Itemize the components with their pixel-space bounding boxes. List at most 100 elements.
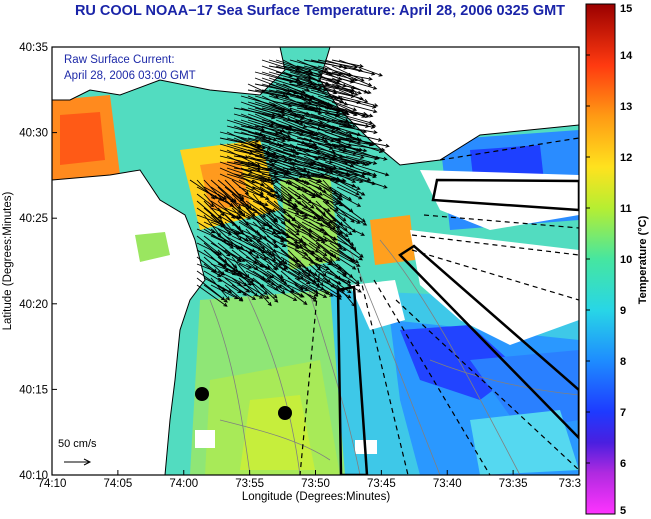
x-axis-title: Longitude (Degrees:Minutes) [242, 491, 390, 503]
current-vector-arrow [294, 228, 326, 244]
land-north [52, 47, 285, 100]
current-vector-arrow [259, 284, 279, 303]
map-title: RU COOL NOAA−17 Sea Surface Temperature:… [74, 3, 566, 19]
y-tick-label: 40:30 [19, 128, 48, 140]
current-vector-arrow [266, 284, 298, 301]
sst-patch-red-nw [60, 112, 105, 165]
current-vector-arrow [196, 235, 223, 256]
y-tick-label: 40:20 [19, 299, 48, 311]
current-vector-arrow [196, 179, 216, 200]
colorbar-tick-label: 9 [620, 305, 626, 317]
current-vector-arrow [338, 137, 384, 153]
current-vector-arrow [259, 207, 278, 222]
y-tick-label: 40:10 [19, 470, 48, 482]
current-vector-arrow [331, 71, 373, 81]
current-vector-arrow [280, 242, 309, 256]
current-vector-arrow [252, 284, 272, 307]
current-vector-arrow [259, 256, 279, 270]
colorbar-tick-label: 14 [620, 50, 633, 62]
current-vector-arrow [338, 167, 372, 181]
current-vector-arrow [203, 228, 234, 249]
current-vector-arrow [259, 235, 278, 248]
colorbar-tick-label: 11 [620, 203, 632, 215]
current-vector-arrow [329, 249, 361, 267]
current-vector-arrow [329, 179, 360, 196]
current-vector-arrow [280, 284, 308, 305]
current-vector-arrow [196, 284, 228, 307]
current-vector-arrow [338, 119, 376, 129]
current-note-line2: April 28, 2006 03:00 GMT [64, 70, 196, 82]
current-vector-arrow [345, 173, 388, 189]
current-vector-arrow [245, 242, 276, 257]
y-axis-ticks: 40:35 40:30 40:25 40:20 40:15 40:10 [19, 42, 57, 482]
x-tick-label: 73:50 [301, 478, 330, 490]
current-vector-arrow [329, 263, 348, 275]
y-tick-label: 40:35 [19, 42, 48, 54]
current-vector-arrow [224, 200, 244, 215]
current-vector-arrow [231, 242, 260, 259]
bathymetry-contours [209, 239, 579, 475]
colorbar-ticks: 15 14 13 12 11 10 9 8 7 6 5 [586, 3, 633, 517]
current-vector-arrow [338, 77, 378, 90]
current-vector-arrow [338, 59, 383, 77]
current-vector-arrow [308, 242, 328, 257]
current-vector-arrow [331, 137, 374, 147]
sst-patch-lightblue [470, 410, 579, 475]
current-vector-arrow [254, 107, 286, 117]
scale-bar-label: 50 cm/s [58, 438, 97, 450]
current-vector-arrow [252, 263, 275, 279]
x-axis-ticks: 74:10 74:05 74:00 73:55 73:50 73:45 73:40 73:35… [38, 470, 581, 490]
current-vector-arrow [336, 270, 361, 287]
current-vector-arrow [238, 179, 264, 195]
current-vector-arrow [322, 214, 353, 236]
current-vector-arrow [247, 173, 279, 183]
current-vector-arrow [308, 284, 334, 297]
current-vector-arrow [329, 207, 361, 224]
current-vector-arrow [322, 249, 341, 261]
y-axis-title: Latitude (Degrees:Minutes) [2, 191, 14, 330]
current-vector-arrow [322, 186, 344, 201]
x-tick-label: 74:05 [103, 478, 132, 490]
x-tick-label: 73:40 [433, 478, 462, 490]
current-vector-arrow [210, 207, 242, 220]
current-vector-arrow [287, 284, 318, 299]
scale-arrow [64, 458, 92, 466]
current-vector-arrow [345, 167, 377, 179]
current-vector-arrow [252, 277, 278, 299]
current-vector-arrow [324, 173, 361, 190]
x-tick-label: 74:10 [38, 478, 67, 490]
current-vector-arrow [338, 65, 376, 76]
current-vector-arrow [301, 284, 328, 298]
current-note-line1: Raw Surface Current: [64, 54, 175, 66]
current-vector-arrow [345, 149, 388, 161]
current-vector-arrow [317, 95, 358, 112]
current-vector-arrow [238, 284, 264, 299]
current-vector-arrow [245, 277, 268, 295]
current-vector-arrow [210, 277, 230, 301]
current-vector-arrow [322, 270, 352, 284]
cloud-southeast [410, 230, 579, 345]
current-vector-arrow [217, 186, 242, 209]
current-vector-arrow [336, 193, 362, 207]
current-vector-arrow [329, 277, 352, 294]
colorbar-tick-label: 6 [620, 458, 626, 470]
x-tick-label: 74:00 [169, 478, 198, 490]
current-vector-arrow [338, 125, 378, 135]
current-vector-arrow [336, 249, 359, 264]
current-vector-arrow [310, 137, 348, 151]
colorbar: 15 14 13 12 11 10 9 8 7 6 5 Temperature (°C) [585, 3, 649, 517]
current-vector-arrow [336, 221, 366, 236]
current-vector-arrow [331, 155, 367, 166]
colorbar-tick-label: 7 [620, 407, 626, 419]
current-vector-arrow [336, 256, 357, 270]
current-vector-arrow [301, 235, 321, 249]
current-vector-arrow [345, 143, 386, 152]
current-vector-arrow [247, 89, 290, 99]
current-vector-arrow [245, 284, 270, 299]
current-vector-arrow [336, 277, 362, 293]
surface-current-vectors [189, 59, 390, 307]
current-vector-arrow [338, 149, 379, 161]
current-vector-arrow [336, 242, 363, 261]
colorbar-tick-label: 12 [620, 152, 632, 164]
current-vector-arrow [266, 242, 285, 264]
